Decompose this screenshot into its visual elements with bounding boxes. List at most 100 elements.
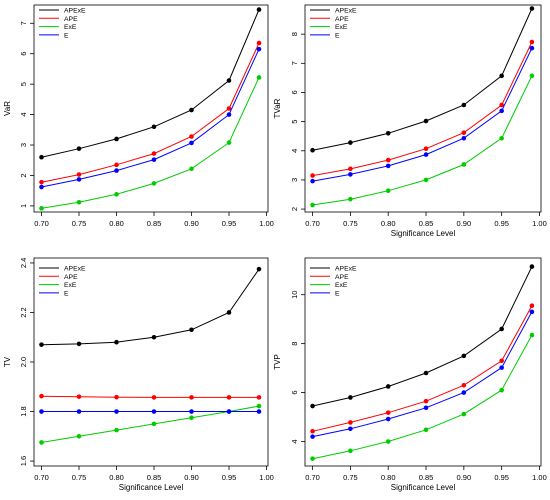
data-point-ape xyxy=(114,394,119,400)
legend-label: APE xyxy=(64,16,78,23)
data-point-ape xyxy=(529,303,535,309)
x-tick-label: 1.00 xyxy=(259,219,274,228)
data-point-apexe xyxy=(461,102,467,108)
data-point-exe xyxy=(529,73,535,79)
x-tick-label: 0.75 xyxy=(343,219,358,228)
data-point-e xyxy=(423,152,429,157)
x-tick-label: 0.95 xyxy=(222,473,237,482)
y-tick-label: 2 xyxy=(290,207,299,211)
data-point-apexe xyxy=(76,341,82,347)
data-point-apexe xyxy=(256,266,262,272)
legend-label: APExE xyxy=(64,266,86,273)
data-point-e xyxy=(226,112,232,117)
data-point-exe xyxy=(39,206,44,211)
data-point-e xyxy=(529,309,535,315)
x-tick-label: 0.70 xyxy=(305,473,320,482)
data-point-e xyxy=(76,177,82,182)
data-point-e xyxy=(114,409,119,414)
data-point-exe xyxy=(76,199,82,205)
data-point-apexe xyxy=(114,136,119,142)
data-point-apexe xyxy=(499,73,504,79)
data-point-e xyxy=(226,409,232,414)
data-point-ape xyxy=(529,39,535,45)
data-point-e xyxy=(39,409,44,414)
x-tick-label: 0.90 xyxy=(457,473,472,482)
data-point-exe xyxy=(499,387,504,393)
legend-label: APExE xyxy=(335,8,357,15)
plot-frame xyxy=(304,4,542,213)
data-point-exe xyxy=(310,202,315,208)
data-point-e xyxy=(151,409,157,414)
x-tick-label: 0.80 xyxy=(109,473,124,482)
x-tick-label: 0.95 xyxy=(494,473,509,482)
data-point-e xyxy=(189,140,194,146)
data-point-e xyxy=(499,365,504,370)
data-point-e xyxy=(348,426,353,432)
data-point-exe xyxy=(151,181,157,186)
data-point-ape xyxy=(76,172,82,177)
x-tick-label: 1.00 xyxy=(532,219,547,228)
series-line-ape xyxy=(312,305,533,432)
data-point-apexe xyxy=(423,118,429,124)
data-point-apexe xyxy=(529,264,535,269)
data-point-ape xyxy=(256,395,262,400)
y-tick-label: 10 xyxy=(290,291,299,299)
data-point-exe xyxy=(423,177,429,183)
legend-label: E xyxy=(335,32,340,39)
data-point-exe xyxy=(189,415,194,421)
y-tick-label: 1 xyxy=(19,204,28,208)
data-point-e xyxy=(189,409,194,414)
y-axis-label: TVP xyxy=(273,354,282,370)
data-point-apexe xyxy=(348,395,353,400)
data-point-ape xyxy=(348,166,353,172)
y-tick-label: 2 xyxy=(19,173,28,177)
data-point-e xyxy=(461,135,467,141)
x-tick-label: 0.90 xyxy=(184,473,199,482)
y-tick-label: 6 xyxy=(290,391,299,395)
data-point-ape xyxy=(151,395,157,400)
data-point-apexe xyxy=(76,146,82,151)
x-tick-label: 0.70 xyxy=(34,219,49,228)
x-axis-label: Significance Level xyxy=(391,229,456,238)
data-point-apexe xyxy=(385,130,391,136)
legend-label: ExE xyxy=(64,282,77,289)
data-point-ape xyxy=(114,162,119,168)
legend-label: APExE xyxy=(64,8,86,15)
data-point-ape xyxy=(256,40,262,46)
data-point-ape xyxy=(226,106,232,111)
series-line-exe xyxy=(312,334,533,460)
data-point-apexe xyxy=(256,7,262,12)
data-point-exe xyxy=(461,411,467,417)
data-point-ape xyxy=(39,179,44,185)
data-point-ape xyxy=(226,395,232,400)
x-tick-label: 1.00 xyxy=(259,473,274,482)
series-line-ape xyxy=(41,42,260,183)
data-point-apexe xyxy=(385,384,391,389)
data-point-exe xyxy=(348,196,353,202)
data-point-e xyxy=(256,409,262,414)
x-tick-label: 0.85 xyxy=(419,473,434,482)
data-point-e xyxy=(151,157,157,162)
y-tick-label: 1.6 xyxy=(19,456,28,466)
data-point-ape xyxy=(310,173,315,178)
data-point-exe xyxy=(114,192,119,197)
y-tick-label: 2.0 xyxy=(19,357,28,367)
data-point-exe xyxy=(310,456,315,461)
data-point-exe xyxy=(256,75,262,80)
data-point-exe xyxy=(226,140,232,145)
data-point-exe xyxy=(189,166,194,172)
y-tick-label: 7 xyxy=(290,61,299,65)
legend-label: E xyxy=(64,32,69,39)
data-point-exe xyxy=(39,440,44,445)
legend-label: E xyxy=(335,290,340,297)
data-point-ape xyxy=(423,146,429,152)
data-point-e xyxy=(348,172,353,177)
legend-label: E xyxy=(64,290,69,297)
x-tick-label: 1.00 xyxy=(532,473,547,482)
data-point-e xyxy=(114,168,119,173)
data-point-e xyxy=(423,405,429,411)
data-point-exe xyxy=(385,188,391,194)
x-tick-label: 0.90 xyxy=(457,219,472,228)
data-point-apexe xyxy=(310,147,315,153)
data-point-e xyxy=(461,390,467,395)
